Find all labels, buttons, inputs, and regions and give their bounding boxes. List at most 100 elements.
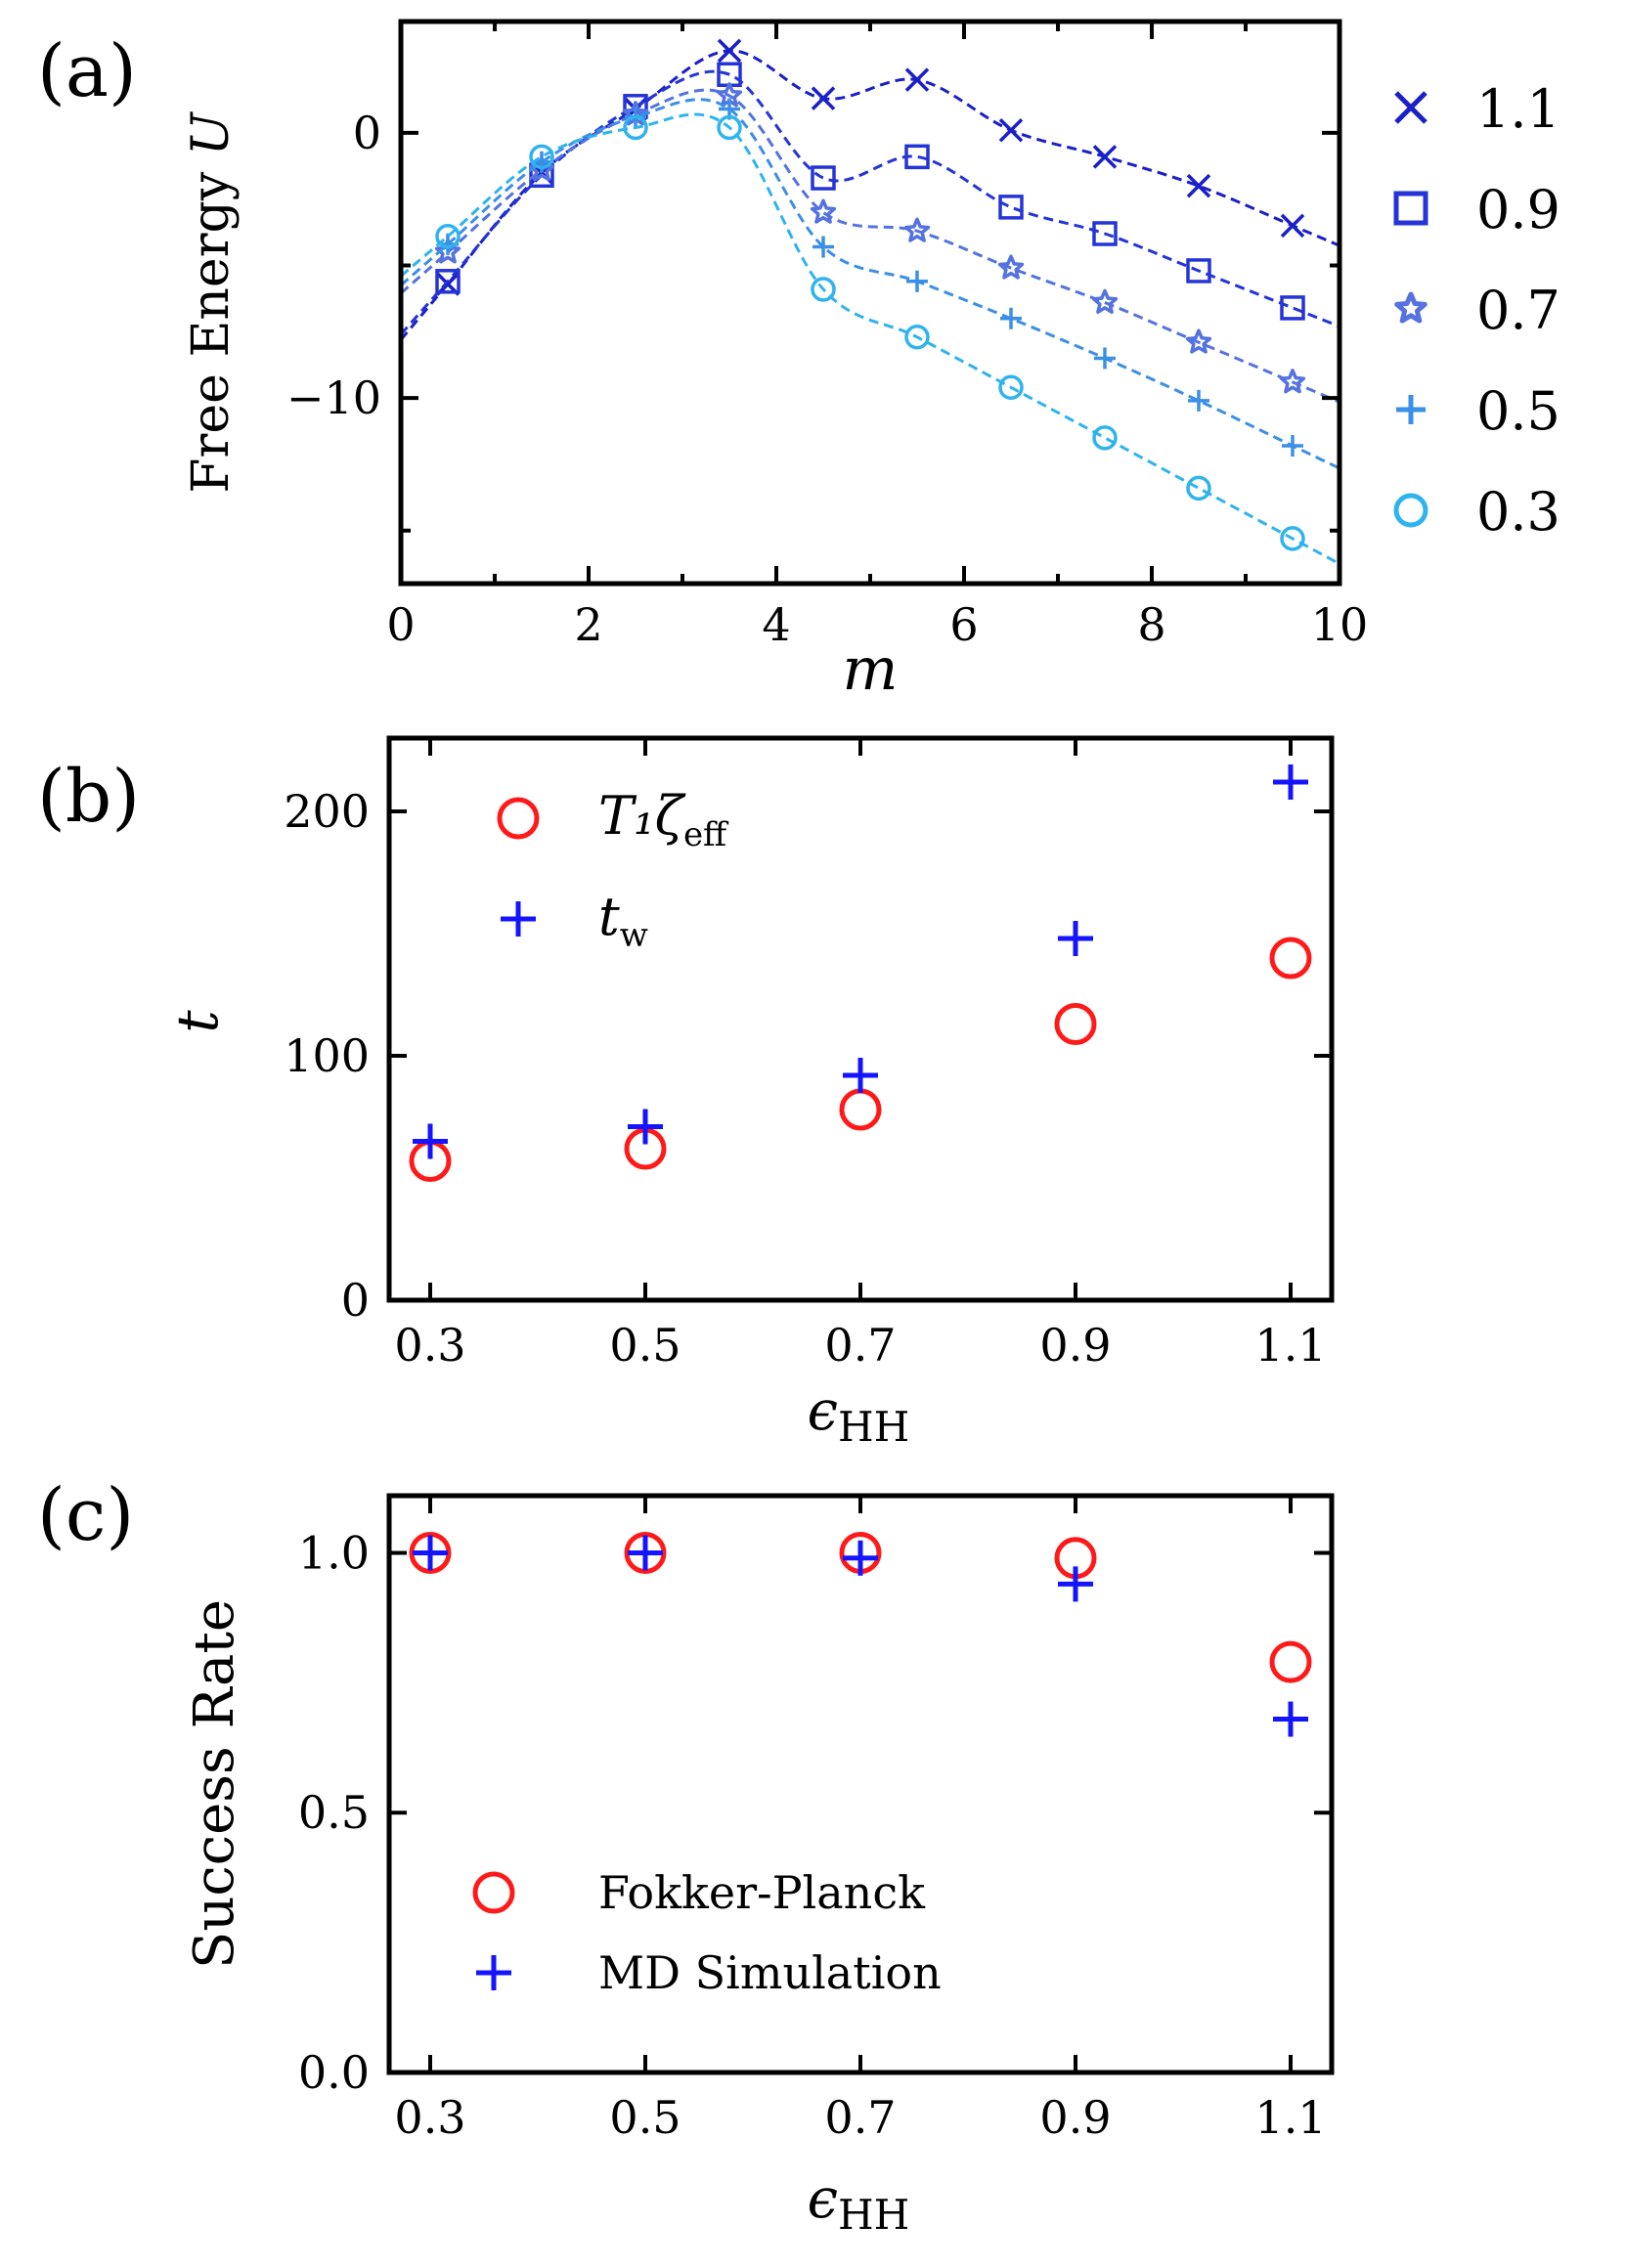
- series-1.1-point: [717, 38, 742, 64]
- legend-label-main: t: [598, 886, 620, 947]
- series-Fokker-Planck-point-shape: [409, 1531, 452, 1574]
- legend-marker-0.9: [1393, 191, 1428, 226]
- panel-c-ticks: 0.3 0.5 0.7 0.9 1.1 0.0 0.5 1.0: [298, 1496, 1332, 2144]
- series-0.3-point: [1092, 425, 1118, 451]
- series-0.7-point: [903, 217, 931, 242]
- series-0.7-point: [1185, 328, 1212, 354]
- series-0.9-point-shape: [904, 144, 930, 170]
- panel-a-xlabel: m: [843, 635, 899, 704]
- series-0.3-point: [623, 114, 648, 141]
- series-0.3-point-shape: [1186, 475, 1211, 502]
- panel-b-xlabel: ϵHH: [808, 1379, 910, 1451]
- series-1.1-point-d2: [811, 86, 836, 110]
- series-0.9-point: [1092, 221, 1118, 246]
- series-T₁ζ-point-shape: [1054, 1003, 1097, 1045]
- series-1.1-point: [1092, 145, 1118, 169]
- series-MD-Simulation-point: [413, 1535, 448, 1571]
- panel-b-plot-area: [409, 764, 1312, 1182]
- series-0.5-point: [906, 270, 928, 292]
- x-tick-label: 0.7: [824, 2091, 896, 2144]
- x-tick-label: 1.1: [1254, 2091, 1326, 2144]
- series-1.1-point: [1186, 173, 1211, 198]
- legend-label: T₁ζeff: [598, 785, 729, 854]
- series-1.1-line: [401, 49, 1340, 341]
- series-0.3-point: [717, 114, 742, 141]
- series-0.3-point-shape: [811, 277, 836, 302]
- legend-label-0.5: 0.5: [1476, 380, 1560, 442]
- legend-label-0.3: 0.3: [1476, 481, 1560, 543]
- panel-b-frame: [386, 735, 1335, 1303]
- series-0.3-point: [904, 325, 930, 350]
- panel-a-plot-area: [401, 38, 1340, 566]
- x-tick-label: 0.9: [1039, 2091, 1111, 2144]
- x-tick-label: 8: [1137, 598, 1165, 651]
- panel-a-ylabel-text: Free Energy: [182, 155, 241, 493]
- series-0.5-point: [1000, 307, 1022, 329]
- y-tick-label: −10: [286, 371, 381, 424]
- series-0.9-point-shape: [811, 165, 836, 191]
- panel-b-legend: T₁ζeff tw: [497, 785, 729, 955]
- series-1.1-point-d2: [1092, 145, 1118, 169]
- panel-b-xlabel-symbol: ϵ: [808, 1379, 838, 1443]
- series-MD-Simulation-point: [628, 1535, 663, 1571]
- legend-label: Fokker-Planck: [598, 1866, 926, 1919]
- series-t-point: [843, 1058, 878, 1093]
- panel-b-ticks: 0.3 0.5 0.7 0.9 1.1 0 100 200: [284, 738, 1332, 1372]
- series-Fokker-Planck-point: [624, 1531, 667, 1574]
- series-0.7-point-shape: [1185, 328, 1212, 354]
- series-MD-Simulation-point: [843, 1540, 878, 1576]
- series-0.9-point-shape: [1186, 258, 1211, 284]
- series-1.1-point-d2: [717, 38, 742, 64]
- panel-a-label: (a): [37, 29, 137, 113]
- series-0.7-point: [997, 254, 1025, 280]
- legend-marker: [501, 901, 536, 937]
- series-0.9-point: [998, 195, 1024, 220]
- legend-label: tw: [598, 886, 648, 955]
- series-0.3-point: [435, 223, 461, 249]
- panel-a-ticks: 0 2 4 6 8 10 0 −10: [286, 22, 1368, 651]
- series-T₁ζ-point-shape: [839, 1088, 882, 1131]
- series-MD-Simulation-point: [1058, 1566, 1093, 1602]
- panel-c-plot-area: [409, 1531, 1312, 1737]
- series-T₁ζ-point: [1269, 937, 1312, 980]
- x-tick-label: 0.5: [609, 1319, 681, 1372]
- series-t-point: [1273, 764, 1308, 800]
- panel-c-xlabel-symbol: ϵ: [808, 2167, 838, 2231]
- legend-marker-1.1-d2: [1394, 91, 1427, 124]
- series-0.9-point: [1280, 295, 1305, 321]
- series-1.1-point: [1280, 213, 1305, 239]
- series-0.5-point: [812, 236, 834, 258]
- x-tick-label: 1.1: [1254, 1319, 1326, 1372]
- series-t-point: [1058, 921, 1093, 956]
- x-tick-label: 0.3: [394, 2091, 465, 2144]
- panel-c-frame: [386, 1493, 1335, 2075]
- panel-c-label: (c): [37, 1473, 134, 1557]
- legend-label-0.9: 0.9: [1476, 179, 1560, 240]
- series-1.1-point: [811, 86, 836, 110]
- series-0.3-point-shape: [1280, 526, 1305, 551]
- y-tick-label: 100: [284, 1029, 370, 1082]
- series-1.1-point: [998, 117, 1024, 143]
- x-tick-label: 6: [949, 598, 978, 651]
- legend-marker-shape: [497, 797, 540, 840]
- legend-marker-shape: [472, 1871, 515, 1914]
- series-0.3-point: [811, 277, 836, 302]
- series-1.1-point-d2: [1186, 173, 1211, 198]
- series-1.1-point: [904, 67, 930, 92]
- panel-a-series-group: [401, 38, 1340, 566]
- x-tick-label: 2: [574, 598, 602, 651]
- panel-b-ylabel: t: [164, 1010, 231, 1033]
- series-0.9-point: [1186, 258, 1211, 284]
- panel-a-frame: [398, 19, 1342, 587]
- panel-c-legend: Fokker-Planck MD Simulation: [472, 1866, 942, 1999]
- series-0.3-point: [998, 374, 1024, 401]
- series-0.9-point-shape: [435, 269, 461, 294]
- series-0.7-point: [1279, 369, 1306, 394]
- legend-marker-0.9-shape: [1393, 191, 1428, 226]
- series-T₁ζ-point: [839, 1088, 882, 1131]
- legend-marker-1.1: [1394, 91, 1427, 124]
- series-Fokker-Planck-point: [1269, 1640, 1312, 1683]
- series-0.5-point: [1094, 347, 1116, 370]
